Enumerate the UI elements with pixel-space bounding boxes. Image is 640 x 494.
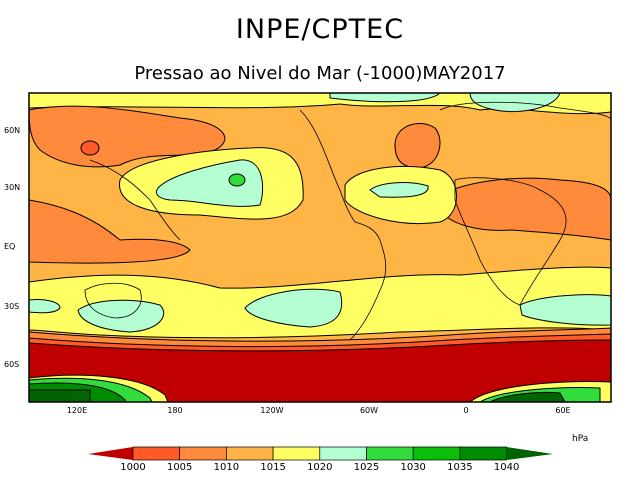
colorbar-label: 1010 [213,462,240,473]
coastlines [84,101,611,341]
lat-label: EQ [4,242,16,251]
colorbar-swatch [272,446,321,461]
pacific-high-1020 [156,159,264,207]
lat-label: 30N [4,183,21,192]
colorbar-label: 1015 [260,462,286,473]
indonesia-low [29,199,191,264]
colorbar-label: 1040 [493,462,520,473]
colorbar-low-arrow [88,447,133,460]
figure-title: INPE/CPTEC [235,14,405,45]
southern-ocean-low [29,339,611,402]
lat-label: 60S [4,360,20,369]
colorbar-swatch [132,446,181,461]
africa-asia-low [439,177,611,241]
colorbar-unit: hPa [572,434,589,444]
lat-label: 30S [4,302,20,311]
colorbar-label: 1035 [447,462,473,473]
colorbar-high-arrow [506,447,553,460]
lon-label: 120W [260,406,284,415]
arctic-yellow [29,93,611,115]
colorbar-label: 1020 [307,462,333,473]
colorbar-swatch [226,446,274,461]
colorbar-label: 1000 [120,462,146,473]
lon-label: 0 [463,406,469,415]
lat-label: 60N [4,126,21,135]
colorbar-swatch [459,446,507,461]
colorbar-label: 1025 [353,462,380,473]
colorbar-swatch [412,446,461,461]
lon-label: 60E [555,406,571,415]
lon-label: 60W [359,406,379,415]
lon-label: 180 [167,406,183,415]
colorbar-swatch [179,446,227,461]
australia-high [77,299,165,333]
colorbar-label: 1030 [400,462,426,473]
atlantic-low [394,123,441,169]
figure-subtitle: Pressao ao Nivel do Mar (-1000)MAY2017 [134,63,506,84]
south-indian-high [519,294,611,326]
pacific-high-1025 [228,173,246,187]
colorbar-swatch [319,446,367,461]
lon-label: 120E [66,406,88,415]
southeast-pacific-high [244,288,343,328]
colorbar-label: 1005 [166,462,193,473]
colorbar-swatch [366,446,414,461]
